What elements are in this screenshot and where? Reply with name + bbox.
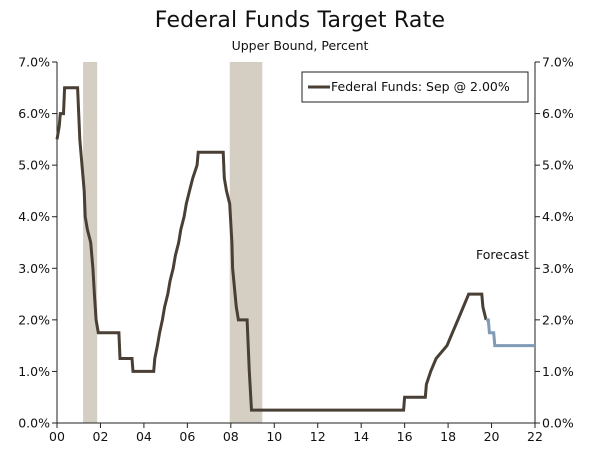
series-line-forecast <box>486 318 535 348</box>
x-tick-label: 14 <box>353 429 369 444</box>
y-tick-left-label: 4.0% <box>18 209 50 224</box>
y-tick-right-label: 2.0% <box>542 312 574 327</box>
x-tick-label: 18 <box>440 429 456 444</box>
y-axis-left-ticks: 0.0% 1.0% 2.0% 3.0% 4.0% 5.0% 6.0% 7.0% <box>18 55 57 431</box>
x-tick-label: 20 <box>484 429 500 444</box>
x-tick-label: 16 <box>397 429 413 444</box>
legend-label-federal-funds: Federal Funds: Sep @ 2.00% <box>331 79 510 94</box>
chart-title: Federal Funds Target Rate <box>154 8 446 33</box>
y-tick-left-label: 2.0% <box>18 312 50 327</box>
series-lines <box>55 86 535 412</box>
x-tick-label: 08 <box>223 429 239 444</box>
y-tick-right-label: 4.0% <box>542 209 574 224</box>
recession-shading-group <box>83 62 263 423</box>
x-tick-label: 00 <box>49 429 65 444</box>
x-tick-label: 06 <box>179 429 195 444</box>
y-tick-right-label: 5.0% <box>542 158 574 173</box>
y-tick-right-label: 7.0% <box>542 55 574 70</box>
y-tick-right-label: 3.0% <box>542 261 574 276</box>
y-tick-left-label: 5.0% <box>18 158 50 173</box>
x-axis-ticks: 00 02 04 06 08 10 12 14 16 18 20 22 <box>49 423 543 444</box>
y-tick-left-label: 0.0% <box>18 416 50 431</box>
series-line-federal-funds <box>55 86 488 412</box>
y-tick-left-label: 1.0% <box>18 364 50 379</box>
y-tick-left-label: 7.0% <box>18 55 50 70</box>
plot-frame <box>56 62 536 424</box>
x-tick-label: 12 <box>310 429 326 444</box>
y-tick-right-label: 6.0% <box>542 106 574 121</box>
x-tick-label: 10 <box>266 429 282 444</box>
y-tick-right-label: 1.0% <box>542 364 574 379</box>
legend: Federal Funds: Sep @ 2.00% <box>301 71 529 103</box>
x-tick-label: 22 <box>527 429 543 444</box>
forecast-annotation: Forecast <box>476 247 529 262</box>
y-tick-right-label: 0.0% <box>542 416 574 431</box>
y-tick-left-label: 3.0% <box>18 261 50 276</box>
recession-band-2 <box>229 62 263 423</box>
y-tick-left-label: 6.0% <box>18 106 50 121</box>
y-axis-right-ticks: 0.0% 1.0% 2.0% 3.0% 4.0% 5.0% 6.0% 7.0% <box>535 55 574 431</box>
x-tick-label: 04 <box>136 429 152 444</box>
legend-box <box>301 71 529 103</box>
x-tick-label: 02 <box>93 429 109 444</box>
chart-subtitle: Upper Bound, Percent <box>231 38 369 53</box>
